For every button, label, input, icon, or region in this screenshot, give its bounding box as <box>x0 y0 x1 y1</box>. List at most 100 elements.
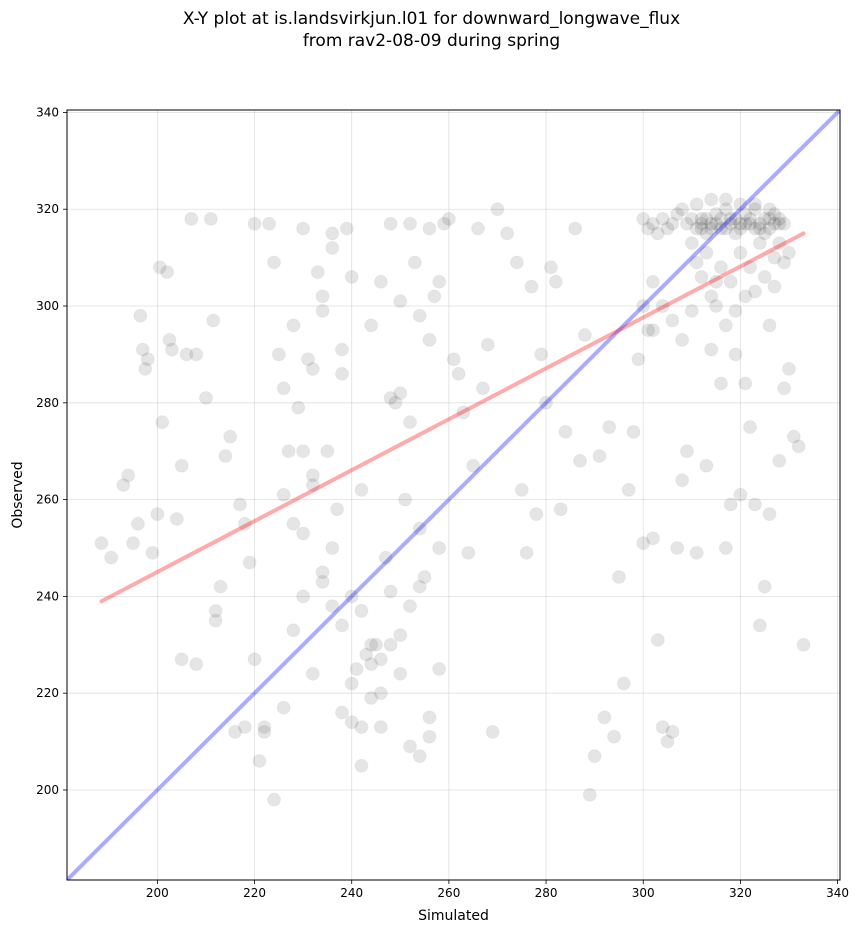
data-point <box>553 502 568 517</box>
fit-lines <box>67 110 840 880</box>
x-tick-label: 340 <box>826 886 849 900</box>
data-point <box>796 637 811 652</box>
data-point <box>757 269 772 284</box>
data-point <box>762 221 777 236</box>
data-point <box>403 599 418 614</box>
data-point <box>509 255 524 270</box>
data-point <box>315 565 330 580</box>
data-point <box>757 579 772 594</box>
data-point <box>121 468 136 483</box>
data-point <box>334 618 349 633</box>
data-point <box>645 531 660 546</box>
y-tick-label: 240 <box>36 589 59 603</box>
data-point <box>689 545 704 560</box>
data-point <box>694 216 709 231</box>
y-tick-label: 320 <box>36 202 59 216</box>
data-point <box>762 202 777 217</box>
data-point <box>223 429 238 444</box>
identity-line <box>67 110 840 880</box>
data-point <box>164 342 179 357</box>
data-point <box>364 691 379 706</box>
data-point <box>471 221 486 236</box>
data-point <box>718 202 733 217</box>
data-point <box>786 429 801 444</box>
data-point <box>422 332 437 347</box>
data-point <box>611 570 626 585</box>
data-point <box>369 637 384 652</box>
data-point <box>675 202 690 217</box>
data-point <box>733 197 748 212</box>
data-point <box>271 347 286 362</box>
data-point <box>257 720 272 735</box>
data-point <box>665 313 680 328</box>
data-point <box>485 724 500 739</box>
y-tick-label: 260 <box>36 493 59 507</box>
data-point <box>747 497 762 512</box>
data-point <box>626 424 641 439</box>
data-point <box>713 260 728 275</box>
data-point <box>660 734 675 749</box>
data-point <box>767 279 782 294</box>
data-point <box>344 269 359 284</box>
data-point <box>694 221 709 236</box>
data-point <box>684 211 699 226</box>
data-point <box>393 666 408 681</box>
data-point <box>641 323 656 338</box>
data-point <box>296 444 311 459</box>
data-point <box>684 236 699 251</box>
data-point <box>412 308 427 323</box>
data-point <box>152 260 167 275</box>
data-point <box>373 274 388 289</box>
data-point <box>296 221 311 236</box>
scatter-points <box>94 192 811 807</box>
data-point <box>704 192 719 207</box>
data-point <box>767 207 782 222</box>
data-point <box>162 332 177 347</box>
data-point <box>393 294 408 309</box>
data-point <box>354 720 369 735</box>
data-point <box>349 661 364 676</box>
data-point <box>757 226 772 241</box>
data-point <box>752 221 767 236</box>
data-point <box>762 318 777 333</box>
data-point <box>155 415 170 430</box>
data-point <box>203 211 218 226</box>
data-point <box>466 458 481 473</box>
data-point <box>524 279 539 294</box>
data-point <box>94 536 109 551</box>
data-point <box>747 221 762 236</box>
data-point <box>325 226 340 241</box>
data-point <box>534 347 549 362</box>
data-point <box>665 724 680 739</box>
data-point <box>373 686 388 701</box>
data-point <box>286 318 301 333</box>
grid-lines <box>67 110 840 880</box>
data-point <box>738 216 753 231</box>
data-point <box>422 729 437 744</box>
data-point <box>704 221 719 236</box>
data-point <box>723 216 738 231</box>
data-point <box>548 274 563 289</box>
data-point <box>150 507 165 522</box>
data-point <box>315 574 330 589</box>
data-point <box>480 337 495 352</box>
data-point <box>777 381 792 396</box>
data-point <box>723 211 738 226</box>
data-point <box>237 516 252 531</box>
data-point <box>174 652 189 667</box>
data-point <box>694 211 709 226</box>
data-point <box>325 599 340 614</box>
data-point <box>133 308 148 323</box>
data-point <box>743 260 758 275</box>
regression-line <box>99 231 806 604</box>
data-point <box>616 676 631 691</box>
data-point <box>135 342 150 357</box>
data-point <box>723 274 738 289</box>
data-point <box>403 216 418 231</box>
data-point <box>684 303 699 318</box>
data-point <box>286 623 301 638</box>
data-point <box>543 260 558 275</box>
data-point <box>403 739 418 754</box>
data-point <box>104 550 119 565</box>
data-point <box>718 318 733 333</box>
